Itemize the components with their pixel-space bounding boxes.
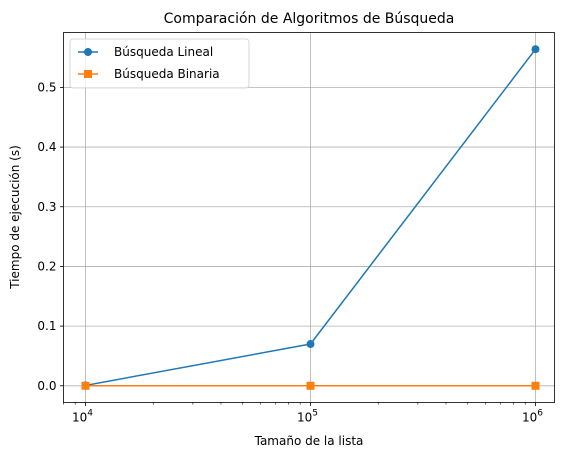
legend: Búsqueda Lineal Búsqueda Binaria [70,39,249,88]
x-tick-label-base: 10 [72,411,87,425]
data-point-1 [82,382,90,390]
legend-marker-binary [84,70,92,78]
data-point-0 [307,340,315,348]
y-axis-label: Tiempo de ejecución (s) [8,145,22,290]
data-point-0 [532,45,540,53]
data-point-1 [307,382,315,390]
y-tick-label: 0.2 [37,259,56,273]
x-tick-label-exponent: 4 [87,409,93,419]
x-tick-label-exponent: 5 [312,409,318,419]
x-tick-label-base: 10 [522,411,537,425]
y-tick-label: 0.0 [37,379,56,393]
data-point-1 [532,382,540,390]
y-tick-label: 0.4 [37,140,56,154]
x-axis-label: Tamaño de la lista [254,434,364,448]
legend-label-linear: Búsqueda Lineal [114,45,213,59]
x-tick-label-exponent: 6 [537,409,543,419]
y-tick-label: 0.3 [37,200,56,214]
chart-title: Comparación de Algoritmos de Búsqueda [164,11,455,27]
y-tick-label: 0.5 [37,80,56,94]
legend-marker-linear [84,48,92,56]
x-tick-label-base: 10 [297,411,312,425]
y-tick-label: 0.1 [37,319,56,333]
legend-label-binary: Búsqueda Binaria [114,67,220,81]
